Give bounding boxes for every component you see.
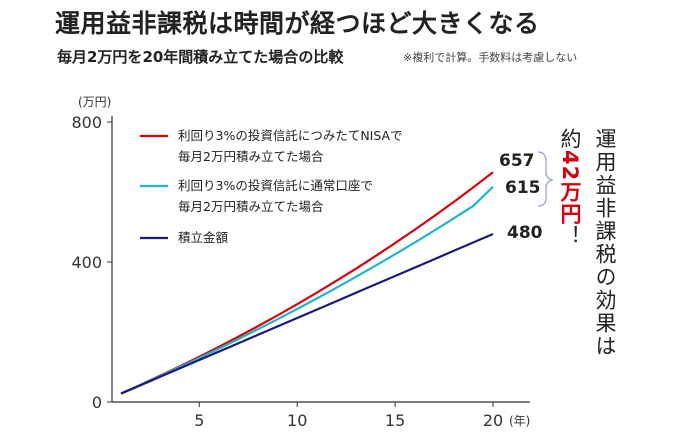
chart-subtitle: 毎月2万円を20年間積み立てた場合の比較 (57, 48, 344, 66)
x-tick-label: 15 (385, 411, 405, 430)
y-tick-label: 0 (92, 393, 102, 412)
end-value-label: 657 (499, 151, 535, 171)
y-tick-label: 400 (71, 253, 102, 272)
about-prefix: 約 (558, 128, 582, 150)
effect-annotation: 運用益非課税の効果は (593, 128, 617, 358)
x-tick-label: 20 (483, 411, 503, 430)
legend-label: 利回り3%の投資信託に通常口座で (178, 178, 373, 193)
y-axis-label: (万円) (78, 95, 111, 109)
x-tick-label: 10 (287, 411, 307, 430)
chart-title: 運用益非課税は時間が経つほど大きくなる (55, 9, 540, 38)
end-value-label: 615 (505, 178, 541, 198)
legend-label: 毎月2万円積み立てた場合 (178, 149, 324, 164)
exclamation: ！ (558, 225, 582, 248)
end-value-label: 480 (507, 223, 543, 243)
x-axis-label: (年) (509, 414, 530, 428)
difference-annotation: 約42万円！ (555, 128, 585, 247)
x-tick-label: 5 (194, 411, 204, 430)
y-tick-label: 800 (71, 113, 102, 132)
series-line (120, 185, 494, 395)
brace-icon (537, 151, 554, 207)
legend-label: 毎月2万円積み立てた場合 (178, 199, 324, 214)
legend-label: 積立金額 (178, 230, 229, 245)
difference-amount: 42万円 (558, 150, 582, 226)
series-line (120, 232, 494, 395)
legend-label: 利回り3%の投資信託につみたてNISAで (178, 128, 403, 143)
chart-note: ※複利で計算。手数料は考慮しない (403, 51, 578, 64)
